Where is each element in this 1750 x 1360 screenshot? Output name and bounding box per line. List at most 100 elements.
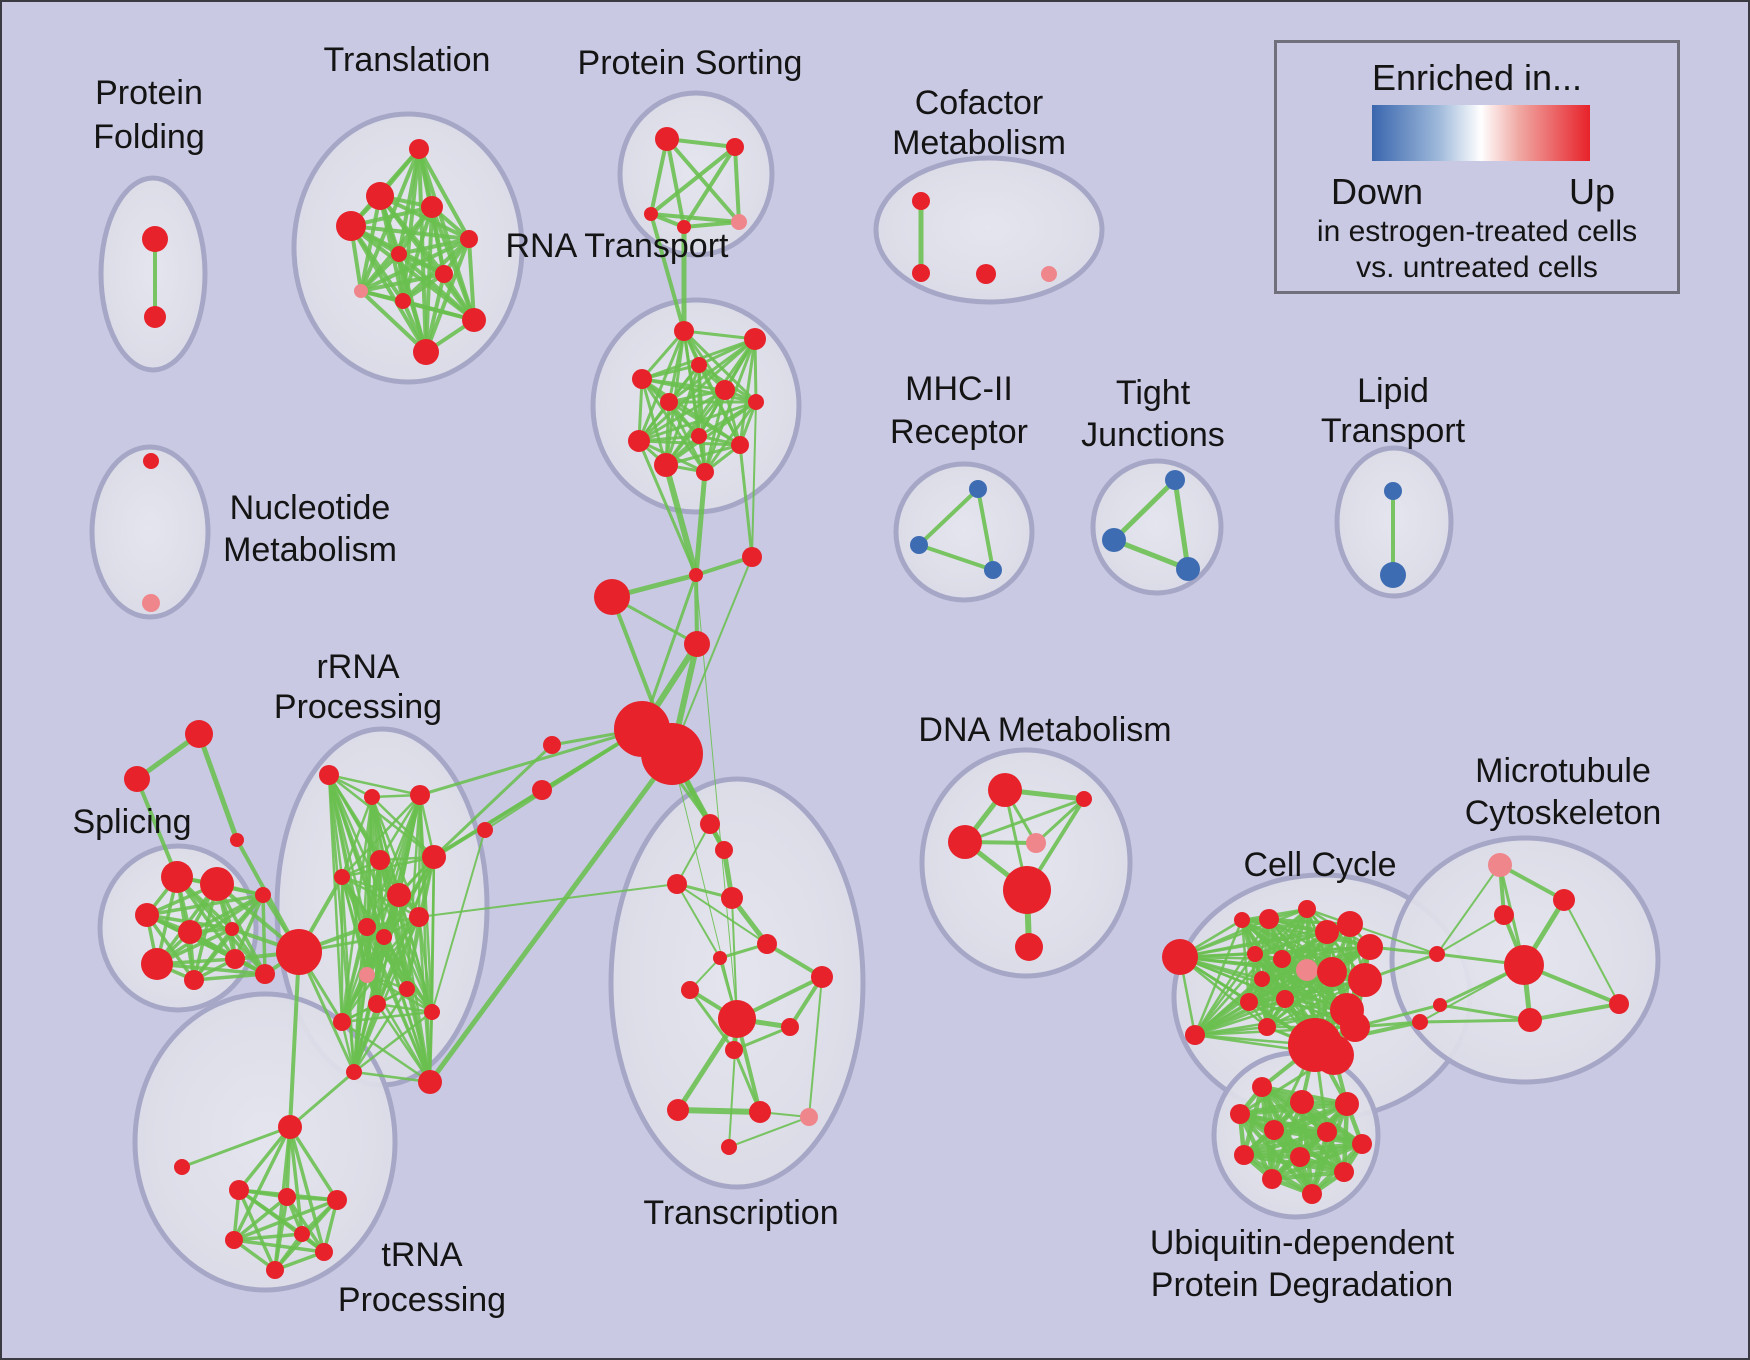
gene-set-node-cell_cycle: [1276, 990, 1294, 1008]
edge-rna_transport: [664, 443, 742, 467]
cluster-label-translation: Translation: [324, 41, 491, 79]
edge-mhc_ii_receptor: [976, 487, 995, 572]
gene-set-node-rrna_processing: [387, 883, 411, 907]
edge-cell_cycle: [1240, 918, 1269, 1029]
edge-rrna_processing: [340, 795, 374, 879]
edge-link-microtubule_cytoskeleton-cell_cycle: [1349, 923, 1438, 955]
edge-rna_transport: [640, 329, 686, 381]
edge-link-connectors-connectors: [196, 731, 240, 843]
gene-set-node-cell_cycle: [1337, 911, 1363, 937]
gene-set-node-cell_cycle: [1162, 939, 1198, 975]
gene-set-node-rrna_processing: [418, 1070, 442, 1094]
gene-set-node-cell_cycle: [1298, 900, 1316, 918]
edge-link-rrna_processing-trna_processing: [288, 1070, 356, 1129]
cluster-label-splicing: Splicing: [72, 803, 191, 841]
gene-set-node-lipid_transport: [1384, 482, 1402, 500]
edge-cell_cycle: [1240, 918, 1251, 1004]
gene-set-node-ubiquitin_degradation: [1252, 1077, 1272, 1097]
edge-tight_junctions: [1111, 537, 1191, 572]
cluster-label-lipid_transport: Lipid: [1357, 372, 1429, 410]
edge-link-connectors-rrna_processing: [427, 751, 675, 1085]
edge-rrna_processing: [327, 773, 344, 1024]
edge-splicing: [192, 972, 267, 982]
edge-protein_sorting: [649, 145, 737, 216]
gene-set-node-transcription: [667, 874, 687, 894]
gene-set-node-ubiquitin_degradation: [1262, 1169, 1282, 1189]
edge-trna_processing: [232, 1125, 292, 1242]
edge-translation: [359, 237, 471, 293]
edge-rna_transport: [637, 329, 686, 443]
gene-set-node-trna_processing: [225, 1231, 243, 1249]
edge-rrna_processing: [375, 1002, 434, 1014]
gene-set-node-protein_sorting: [655, 127, 679, 151]
gene-set-node-cell_cycle: [1273, 950, 1291, 968]
gene-set-node-splicing: [178, 920, 202, 944]
gene-set-node-transcription: [749, 1101, 771, 1123]
cluster-label-rna_transport: RNA Transport: [506, 227, 730, 265]
gene-set-node-rrna_processing: [409, 907, 429, 927]
edge-transcription: [675, 1107, 763, 1115]
gene-set-node-trna_processing: [266, 1261, 284, 1279]
edge-splicing: [145, 913, 196, 982]
gene-set-node-rrna_processing: [424, 1004, 440, 1020]
edge-protein_sorting: [649, 212, 741, 224]
cluster-label-lipid_transport: Transport: [1321, 412, 1466, 450]
gene-set-node-splicing: [255, 887, 271, 903]
edge-rna_transport: [682, 329, 757, 341]
gene-set-node-transcription: [713, 951, 727, 965]
edge-cell_cycle: [1253, 907, 1309, 956]
edge-microtubule_cytoskeleton: [1418, 1018, 1532, 1024]
edge-translation: [397, 252, 476, 322]
gene-set-node-transcription: [667, 1099, 689, 1121]
edge-rrna_processing: [365, 973, 432, 1084]
edge-microtubule_cytoskeleton: [1563, 899, 1620, 1005]
edge-translation: [467, 237, 476, 322]
gene-set-node-connectors: [477, 822, 493, 838]
gene-set-node-transcription: [725, 1041, 743, 1059]
edge-transcription: [676, 883, 721, 959]
gene-set-node-lipid_transport: [1380, 562, 1406, 588]
gene-set-node-ubiquitin_degradation: [1234, 1145, 1254, 1165]
gene-set-node-splicing: [255, 964, 275, 984]
gene-set-node-translation: [395, 293, 411, 309]
gene-set-node-rna_transport: [628, 430, 650, 452]
gene-set-node-transcription: [715, 841, 733, 859]
gene-set-node-dna_metabolism: [1026, 833, 1046, 853]
edge-link-connectors-rrna_processing: [432, 743, 554, 859]
edge-cell_cycle: [1193, 1000, 1251, 1037]
gene-set-node-cell_cycle: [1185, 1025, 1205, 1045]
cluster-label-trna_processing: Processing: [338, 1281, 506, 1319]
edge-rrna_processing: [340, 1020, 432, 1084]
edge-tight_junctions: [1172, 477, 1191, 572]
gene-set-node-trna_processing: [294, 1226, 310, 1242]
edge-link-rna_transport-connectors: [693, 469, 708, 578]
gene-set-node-splicing: [225, 922, 239, 936]
gene-set-node-ubiquitin_degradation: [1352, 1134, 1372, 1154]
gene-set-node-translation: [421, 196, 443, 218]
gene-set-node-rna_transport: [696, 463, 714, 481]
edge-rrna_processing: [340, 875, 421, 919]
edge-rna_transport: [637, 400, 758, 443]
gene-set-node-mhc_ii_receptor: [969, 480, 987, 498]
gene-set-node-transcription: [718, 1000, 756, 1038]
edge-transcription: [808, 976, 823, 1118]
gene-set-node-rrna_processing: [334, 869, 350, 885]
cluster-label-microtubule_cytoskeleton: Microtubule: [1475, 752, 1651, 790]
gene-set-node-transcription: [721, 887, 743, 909]
edge-translation: [359, 194, 382, 293]
gene-set-node-splicing: [135, 903, 159, 927]
edge-rrna_processing: [418, 793, 432, 1084]
gene-set-node-ubiquitin_degradation: [1302, 1184, 1322, 1204]
edge-splicing: [155, 962, 267, 976]
edge-rna_transport: [738, 337, 757, 447]
cluster-label-cofactor_metabolism: Metabolism: [892, 124, 1066, 162]
edge-rrna_processing: [365, 915, 421, 977]
cluster-label-protein_folding: Protein: [95, 74, 203, 112]
gene-set-node-trna_processing: [315, 1243, 333, 1261]
cluster-ellipse-tight_junctions: [1090, 458, 1224, 596]
gene-set-node-connectors: [641, 723, 703, 785]
gene-set-node-splicing: [184, 970, 204, 990]
edge-link-connectors-trna_processing: [288, 950, 301, 1129]
edge-trna_processing: [232, 1195, 289, 1242]
gene-set-node-rna_transport: [632, 369, 652, 389]
